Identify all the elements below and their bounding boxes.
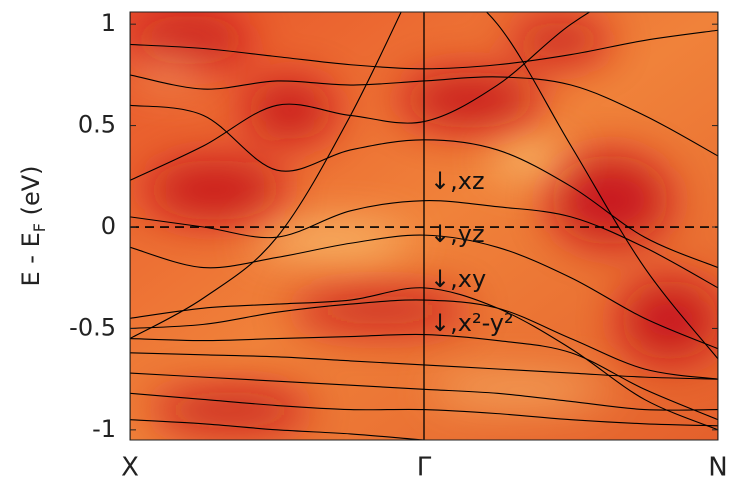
annotation: ↓,x²-y²: [430, 309, 514, 337]
x-tick-label: X: [121, 453, 139, 483]
band: [130, 392, 718, 427]
y-label-part: E - E: [17, 232, 45, 286]
annotation: ↓,xy: [430, 265, 486, 293]
y-tick-label: -0.5: [69, 313, 116, 341]
y-tick-label: 0.5: [78, 111, 116, 139]
annotation: ↓,yz: [430, 220, 485, 248]
band: [130, 74, 718, 157]
annotation: ↓,xz: [430, 167, 485, 195]
x-tick-label: Γ: [417, 453, 432, 483]
y-label-part: (eV): [17, 166, 45, 224]
x-tick-label: N: [708, 453, 727, 483]
band: [485, 12, 718, 360]
band: [130, 419, 431, 440]
band: [130, 234, 718, 350]
band: [130, 299, 718, 380]
band: [130, 372, 718, 411]
y-tick-label: -1: [92, 415, 116, 443]
band: [130, 29, 718, 70]
band: [130, 104, 718, 269]
band: [130, 287, 718, 431]
band: [130, 200, 718, 289]
bands: [130, 12, 718, 440]
y-tick-label: 1: [101, 9, 116, 37]
heatmap: [130, 12, 718, 440]
band: [130, 333, 718, 421]
band: [130, 12, 402, 340]
y-tick-label: 0: [101, 212, 116, 240]
y-axis-label: E - EF (eV): [17, 166, 49, 287]
band: [130, 352, 718, 380]
band: [130, 12, 591, 181]
plot-frame: [129, 11, 719, 441]
y-label-subscript: F: [30, 223, 49, 232]
